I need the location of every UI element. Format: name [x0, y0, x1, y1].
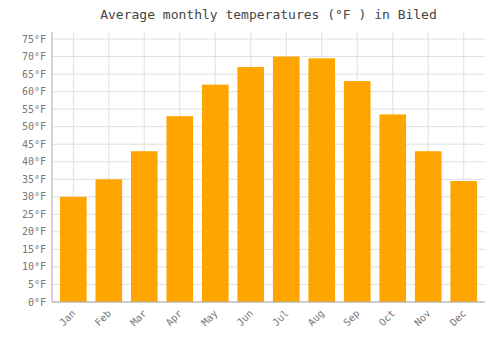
y-tick-label: 20°F — [22, 226, 46, 237]
y-tick-label: 75°F — [22, 34, 46, 45]
y-grid-line — [52, 109, 485, 110]
y-tick-label: 55°F — [22, 104, 46, 115]
y-tick-label: 35°F — [22, 174, 46, 185]
bar — [131, 151, 158, 302]
chart-title: Average monthly temperatures (°F ) in Bi… — [100, 7, 437, 22]
x-axis-line — [52, 302, 485, 303]
x-tick-label: Jun — [235, 308, 256, 329]
bar — [202, 85, 229, 302]
bar — [344, 81, 371, 302]
bar — [273, 57, 300, 302]
y-grid-line — [52, 74, 485, 75]
chart-container: 0°F 5°F 10°F 15°F 20°F 25°F 30°F 35°F 40°F 45°F 50… — [0, 0, 500, 350]
x-tick-label: Dec — [448, 308, 469, 329]
y-grid-line — [52, 126, 485, 127]
y-grid-line — [52, 302, 485, 303]
y-axis-line — [52, 32, 53, 302]
y-grid-line — [52, 144, 485, 145]
y-tick-label: 70°F — [22, 51, 46, 62]
y-tick-label: 60°F — [22, 86, 46, 97]
y-tick-label: 25°F — [22, 209, 46, 220]
y-tick-label: 10°F — [22, 261, 46, 272]
x-tick-label: Aug — [306, 308, 327, 329]
x-tick-label: Sep — [341, 308, 362, 329]
bar — [308, 58, 335, 302]
y-grid-line — [52, 56, 485, 57]
y-grid-line — [52, 39, 485, 40]
x-tick-label: May — [199, 308, 220, 329]
grid — [52, 32, 485, 302]
y-tick-label: 40°F — [22, 156, 46, 167]
x-tick-label: Nov — [412, 308, 433, 329]
y-tick-label: 50°F — [22, 121, 46, 132]
bar — [237, 67, 264, 302]
bar — [450, 181, 477, 302]
y-tick-label: 65°F — [22, 69, 46, 80]
chart: 0°F 5°F 10°F 15°F 20°F 25°F 30°F 35°F 40°F 45°F 50… — [0, 0, 500, 350]
y-tick-label: 30°F — [22, 191, 46, 202]
x-tick-label: Feb — [93, 308, 114, 329]
bar — [166, 116, 193, 302]
bar — [415, 151, 442, 302]
bar — [60, 197, 87, 302]
y-tick-label: 0°F — [28, 297, 46, 308]
x-tick-label: Mar — [128, 308, 149, 329]
x-tick-label: Jan — [57, 308, 78, 329]
x-tick-label: Jul — [270, 308, 291, 329]
y-tick-label: 45°F — [22, 139, 46, 150]
y-grid-line — [52, 91, 485, 92]
y-tick-label: 15°F — [22, 244, 46, 255]
bar — [379, 114, 406, 302]
x-tick-label: Apr — [164, 308, 185, 329]
bar — [95, 179, 122, 302]
bars — [60, 57, 477, 302]
x-tick-label: Oct — [377, 308, 398, 329]
y-tick-label: 5°F — [28, 279, 46, 290]
